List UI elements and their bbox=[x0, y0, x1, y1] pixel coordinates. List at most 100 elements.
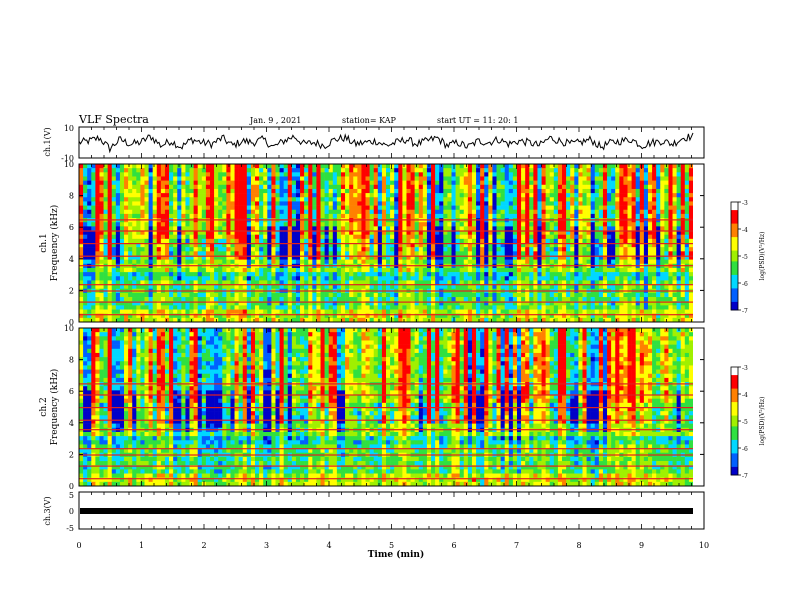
spectrogram-cell bbox=[537, 226, 542, 231]
spectrogram-cell bbox=[164, 222, 170, 227]
spectrogram-cell bbox=[365, 168, 370, 173]
spectrogram-cell bbox=[467, 222, 473, 227]
spectrogram-cell bbox=[627, 255, 632, 260]
spectrogram-cell bbox=[152, 168, 158, 173]
spectrogram-cell bbox=[218, 272, 223, 277]
spectrogram-cell bbox=[574, 247, 579, 252]
spectrogram-cell bbox=[426, 180, 432, 186]
spectrogram-cell bbox=[471, 292, 477, 298]
spectrogram-cell bbox=[500, 213, 505, 219]
spectrogram-cell bbox=[201, 213, 207, 219]
spectrogram-cell bbox=[480, 222, 485, 227]
spectrogram-cell bbox=[406, 213, 411, 219]
spectrogram-cell bbox=[418, 255, 424, 260]
spectrogram-cell bbox=[398, 259, 403, 265]
spectrogram-cell bbox=[353, 280, 358, 285]
spectrogram-cell bbox=[537, 251, 542, 256]
spectrogram-cell bbox=[410, 251, 415, 256]
spectrogram-cell bbox=[529, 164, 534, 169]
spectrogram-cell bbox=[443, 297, 448, 302]
spectrogram-cell bbox=[398, 276, 403, 281]
spectrogram-cell bbox=[463, 238, 469, 244]
spectrogram-cell bbox=[422, 280, 428, 285]
spectrogram-cell bbox=[255, 213, 260, 219]
spectrogram-cell bbox=[222, 180, 227, 186]
spectrogram-cell bbox=[99, 176, 104, 181]
spectrogram-cell bbox=[402, 243, 407, 248]
spectrogram-cell bbox=[181, 188, 186, 194]
spectrogram-cell bbox=[381, 280, 387, 285]
spectrogram-cell bbox=[295, 193, 301, 198]
spectrogram-cell bbox=[414, 205, 420, 211]
spectrogram-cell bbox=[185, 276, 190, 281]
spectrogram-cell bbox=[255, 247, 260, 252]
spectrogram-cell bbox=[652, 222, 657, 227]
spectrogram-cell bbox=[688, 184, 694, 190]
spectrogram-cell bbox=[324, 197, 329, 202]
spectrogram-cell bbox=[480, 188, 485, 194]
spectrogram-cell bbox=[656, 168, 661, 173]
spectrogram-cell bbox=[353, 213, 358, 219]
spectrogram-cell bbox=[688, 234, 694, 240]
spectrogram-cell bbox=[103, 222, 108, 227]
spectrogram-cell bbox=[410, 180, 415, 186]
spectrogram-cell bbox=[611, 209, 616, 215]
spectrogram-cell bbox=[447, 201, 452, 206]
spectrogram-cell bbox=[246, 292, 252, 298]
spectrogram-cell bbox=[668, 184, 673, 190]
spectrogram-cell bbox=[361, 164, 366, 169]
spectrogram-cell bbox=[635, 205, 641, 211]
spectrogram-cell bbox=[103, 193, 108, 198]
spectrogram-cell bbox=[373, 284, 379, 290]
spectrogram-cell bbox=[250, 272, 256, 277]
spectrogram-cell bbox=[132, 184, 137, 190]
spectrogram-cell bbox=[230, 267, 235, 273]
spectrogram-cell bbox=[357, 209, 362, 215]
spectrogram-cell bbox=[549, 259, 555, 265]
spectrogram-cell bbox=[349, 188, 354, 194]
spectrogram-cell bbox=[291, 188, 297, 194]
spectrogram-cell bbox=[451, 188, 456, 194]
spectrogram-cell bbox=[684, 222, 690, 227]
spectrogram-cell bbox=[533, 247, 538, 252]
spectrogram-cell bbox=[406, 267, 411, 273]
spectrogram-cell bbox=[160, 188, 166, 194]
spectrogram-cell bbox=[107, 243, 113, 248]
spectrogram-cell bbox=[426, 272, 432, 277]
spectrogram-cell bbox=[275, 230, 280, 235]
spectrogram-cell bbox=[115, 247, 121, 252]
spectrogram-cell bbox=[496, 188, 501, 194]
spectrogram-cell bbox=[652, 197, 657, 202]
spectrogram-cell bbox=[91, 297, 96, 302]
spectrogram-cell bbox=[222, 197, 227, 202]
spectrogram-cell bbox=[164, 292, 170, 298]
spectrogram-cell bbox=[115, 209, 121, 215]
spectrogram-cell bbox=[418, 292, 424, 298]
spectrogram-cell bbox=[533, 184, 538, 190]
spectrogram-cell bbox=[582, 213, 587, 219]
spectrogram-cell bbox=[594, 222, 600, 227]
spectrogram-cell bbox=[684, 172, 690, 177]
spectrogram-cell bbox=[656, 188, 661, 194]
spectrogram-cell bbox=[361, 168, 366, 173]
spectrogram-cell bbox=[541, 222, 546, 227]
spectrogram-cell bbox=[189, 188, 194, 194]
spectrogram-cell bbox=[431, 243, 436, 248]
spectrogram-cell bbox=[590, 201, 596, 206]
spectrogram-cell bbox=[271, 222, 276, 227]
spectrogram-cell bbox=[602, 230, 608, 235]
spectrogram-cell bbox=[369, 238, 375, 244]
spectrogram-cell bbox=[169, 251, 174, 256]
spectrogram-cell bbox=[369, 251, 375, 256]
spectrogram-cell bbox=[435, 213, 440, 219]
spectrogram-cell bbox=[95, 247, 100, 252]
spectrogram-cell bbox=[169, 188, 174, 194]
spectrogram-cell bbox=[451, 280, 456, 285]
spectrogram-cell bbox=[267, 168, 272, 173]
spectrogram-cell bbox=[500, 292, 505, 298]
spectrogram-cell bbox=[156, 172, 162, 177]
spectrogram-cell bbox=[242, 238, 248, 244]
spectrogram-cell bbox=[119, 238, 125, 244]
spectrogram-cell bbox=[492, 243, 497, 248]
spectrogram-cell bbox=[480, 297, 485, 302]
